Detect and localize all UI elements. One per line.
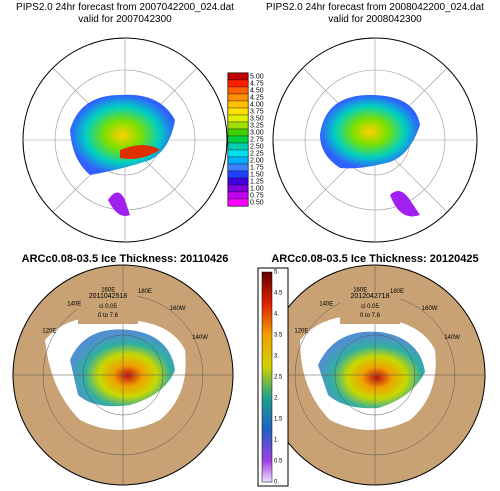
colorbar-label: 2.5 <box>274 375 283 381</box>
ice-thin <box>108 192 130 216</box>
panel-title: PIPS2.0 24hr forecast from 2008042200_02… <box>266 2 484 13</box>
colorbar-ramp <box>261 271 273 483</box>
color-swatch <box>227 79 249 88</box>
ice-field <box>320 95 420 169</box>
color-swatch <box>227 177 249 186</box>
color-swatch <box>227 198 249 207</box>
color-swatch <box>227 72 249 81</box>
color-swatch <box>227 121 249 130</box>
color-swatch <box>227 191 249 200</box>
color-swatch <box>227 93 249 102</box>
color-swatch <box>227 156 249 165</box>
ice-field <box>70 329 175 407</box>
ice-thick <box>120 145 160 159</box>
color-swatch <box>227 100 249 109</box>
lon-label: 120E <box>294 329 308 335</box>
inset-range: 0 to 7.6 <box>98 313 119 319</box>
colorbar-label: 2.25 <box>250 150 264 157</box>
colorbar-label: 3.75 <box>250 108 264 115</box>
lon-label: 160W <box>170 306 186 312</box>
lon-label: 160E <box>353 287 367 293</box>
lon-label: 140E <box>67 301 81 307</box>
colorbar-label: 1.25 <box>250 178 264 185</box>
map-bottom-right: 2012042718 ci 0.05 0 to 7.6 120E 140E 160E… <box>264 253 486 486</box>
lon-label: 180E <box>138 289 152 295</box>
lon-label: 140W <box>444 335 460 341</box>
color-swatch <box>227 114 249 123</box>
colorbar-label: 1. <box>274 438 279 444</box>
inset-date: 2012042718 <box>351 293 390 300</box>
ice-thin <box>390 191 420 217</box>
colorbar-label: 2. <box>274 396 279 402</box>
color-swatch <box>227 86 249 95</box>
colorbar-label: 4. <box>274 312 279 318</box>
inset-box <box>78 292 138 324</box>
map-top-right: PIPS2.0 24hr forecast from 2008042200_02… <box>266 2 484 243</box>
colorbar-label: 4.25 <box>250 94 264 101</box>
lon-label: 180E <box>390 289 404 295</box>
panel-title: ARCc0.08-03.5 Ice Thickness: 20110426 <box>22 253 229 265</box>
colorbar-label: 3. <box>274 354 279 360</box>
color-swatch <box>227 163 249 172</box>
lon-label: 140W <box>192 335 208 341</box>
colorbar-label: 0.75 <box>250 192 264 199</box>
color-swatch <box>227 135 249 144</box>
colorbar-label: 5. <box>274 270 279 276</box>
panel-subtitle: valid for 2007042300 <box>78 14 172 25</box>
colorbar-label: 0.5 <box>274 459 283 465</box>
colorbar-bottom: 5. 4.5 4. 3.5 3. 2.5 2. 1.5 1. 0.5 0. <box>257 267 289 487</box>
colorbar-label: 1.50 <box>250 171 264 178</box>
color-swatch <box>227 128 249 137</box>
colorbar-label: 5.00 <box>250 73 264 80</box>
lon-labels: 120E 140E 160E 180E 160W 140W <box>294 287 460 341</box>
colorbar-label: 2.50 <box>250 143 264 150</box>
lon-label: 120E <box>42 329 56 335</box>
colorbar-label: 0. <box>274 480 279 486</box>
inset-box <box>340 292 400 324</box>
colorbar-top: 5.004.754.504.254.003.753.503.253.002.75… <box>227 72 264 207</box>
colorbar-label: 4.5 <box>274 291 283 297</box>
colorbar-label: 4.00 <box>250 101 264 108</box>
map-bottom-left: 2011042518 ci 0.05 0 to 7.6 120E 140E 160E… <box>12 253 234 486</box>
colorbar-label: 3.25 <box>250 122 264 129</box>
panel-title: ARCc0.08-03.5 Ice Thickness: 20120425 <box>271 253 478 265</box>
lon-labels: 120E 140E 160E 180E 160W 140W <box>42 287 208 341</box>
inset-date: 2011042518 <box>89 293 128 300</box>
panel-title: PIPS2.0 24hr forecast from 2007042200_02… <box>16 2 234 13</box>
inset-ci: ci 0.05 <box>361 304 379 310</box>
lon-label: 140E <box>319 301 333 307</box>
lon-label: 160W <box>422 306 438 312</box>
colorbar-label: 2.00 <box>250 157 264 164</box>
colorbar-label: 1.75 <box>250 164 264 171</box>
inset-ci: ci 0.05 <box>99 304 117 310</box>
map-top-left: PIPS2.0 24hr forecast from 2007042200_02… <box>16 2 234 243</box>
colorbar-label: 3.50 <box>250 115 264 122</box>
colorbar-label: 4.50 <box>250 87 264 94</box>
lon-label: 160E <box>101 287 115 293</box>
panel-subtitle: valid for 2008042300 <box>328 14 422 25</box>
color-swatch <box>227 149 249 158</box>
colorbar-label: 4.75 <box>250 80 264 87</box>
colorbar-label: 3.5 <box>274 333 283 339</box>
color-swatch <box>227 142 249 151</box>
color-swatch <box>227 184 249 193</box>
colorbar-label: 0.50 <box>250 199 264 206</box>
color-swatch <box>227 107 249 116</box>
ice-field <box>318 331 425 409</box>
colorbar-label: 1.5 <box>274 417 283 423</box>
colorbar-label: 2.75 <box>250 136 264 143</box>
colorbar-label: 3.00 <box>250 129 264 136</box>
colorbar-label: 1.00 <box>250 185 264 192</box>
inset-range: 0 to 7.6 <box>360 313 381 319</box>
color-swatch <box>227 170 249 179</box>
